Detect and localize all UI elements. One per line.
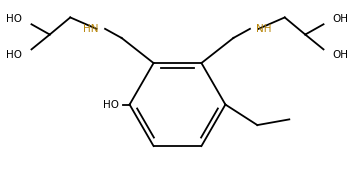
Text: HO: HO xyxy=(6,14,22,24)
Text: OH: OH xyxy=(333,50,349,60)
Text: HO: HO xyxy=(103,100,119,109)
Text: HN: HN xyxy=(83,24,99,34)
Text: NH: NH xyxy=(256,24,272,34)
Text: OH: OH xyxy=(333,14,349,24)
Text: HO: HO xyxy=(6,50,22,60)
